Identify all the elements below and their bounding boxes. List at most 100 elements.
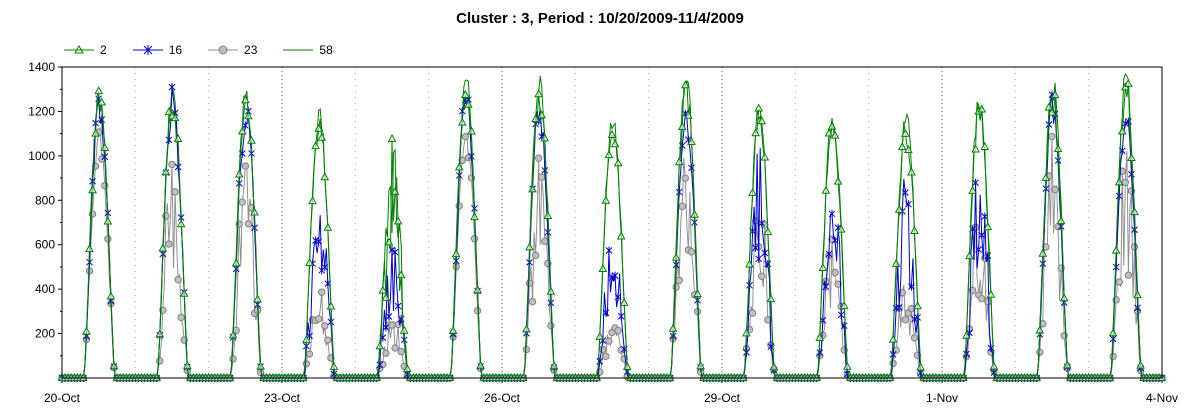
data-point (165, 135, 173, 144)
data-point (828, 209, 836, 218)
data-point (326, 301, 336, 310)
data-point (1115, 191, 1123, 200)
data-point (885, 372, 895, 381)
data-point (393, 216, 403, 225)
data-point (975, 245, 983, 254)
data-point (451, 249, 461, 258)
data-point (164, 107, 174, 116)
data-point (540, 133, 550, 142)
data-point (696, 361, 705, 370)
data-point (1124, 78, 1133, 87)
data-point (894, 204, 904, 213)
data-point (1056, 216, 1066, 225)
data-point (743, 348, 750, 357)
data-point (314, 123, 324, 132)
data-point (904, 145, 913, 154)
data-point (378, 285, 388, 294)
data-point (396, 270, 406, 279)
data-point (538, 173, 546, 181)
data-point (1053, 143, 1063, 152)
data-point (247, 135, 256, 144)
data-point (984, 251, 992, 260)
data-point (986, 289, 996, 298)
data-point (1109, 352, 1117, 361)
data-point (531, 114, 540, 123)
data-point (602, 352, 610, 361)
data-point (238, 198, 246, 206)
data-point (1128, 170, 1135, 179)
data-point (746, 281, 753, 290)
data-point (320, 172, 330, 181)
data-point (690, 209, 699, 218)
data-point (610, 139, 620, 148)
data-point (812, 372, 822, 381)
data-point (381, 292, 391, 301)
data-point (329, 361, 339, 370)
data-point (605, 246, 613, 255)
data-point (244, 111, 253, 120)
x-tick-label: 26-Oct (484, 391, 521, 405)
data-point (168, 83, 176, 92)
data-point (385, 312, 393, 321)
data-point (549, 361, 559, 370)
data-point (162, 212, 170, 220)
legend-label-2: 2 (100, 43, 107, 57)
data-point (1130, 243, 1139, 251)
data-point (402, 363, 412, 373)
data-point (901, 188, 909, 197)
y-tick-label: 1200 (28, 104, 55, 118)
data-point (382, 323, 390, 332)
data-point (678, 202, 686, 211)
data-point (173, 133, 183, 142)
data-point (305, 350, 314, 358)
data-point (534, 154, 543, 162)
data-point (454, 162, 464, 171)
data-point (891, 258, 901, 267)
data-point (315, 237, 323, 246)
data-point (836, 224, 846, 233)
data-point (742, 328, 751, 337)
data-point (1117, 126, 1127, 135)
data-point (391, 248, 399, 257)
legend-marker-circle-icon (208, 45, 239, 55)
data-point (1114, 177, 1124, 186)
data-point (1121, 178, 1130, 187)
data-point (299, 372, 308, 381)
data-point (391, 344, 399, 352)
data-point (665, 372, 675, 381)
data-point (448, 325, 458, 335)
data-point (327, 317, 335, 326)
data-point (755, 254, 763, 263)
x-tick-label: 4-Nov (1146, 391, 1178, 405)
data-point (842, 361, 852, 370)
data-point (687, 248, 696, 256)
data-point (98, 155, 106, 163)
data-point (321, 322, 329, 330)
data-point (1050, 90, 1060, 99)
data-point (547, 321, 555, 330)
data-point (302, 334, 311, 343)
legend-item-16: 16 (132, 43, 182, 57)
data-point (522, 324, 531, 333)
data-point (831, 268, 839, 277)
data-point (534, 89, 544, 98)
legend-label-23: 23 (244, 43, 258, 57)
data-point (305, 257, 314, 266)
data-point (244, 220, 253, 228)
data-point (613, 158, 623, 167)
data-point (617, 312, 625, 321)
data-point (989, 361, 999, 370)
data-point (100, 142, 110, 151)
data-point (458, 107, 466, 116)
data-point (815, 332, 825, 341)
data-point (901, 316, 910, 324)
data-point (818, 262, 828, 272)
data-point (764, 316, 772, 324)
data-point (174, 162, 182, 171)
data-point (387, 133, 397, 143)
legend-item-58: 58 (283, 43, 333, 57)
data-point (528, 184, 537, 193)
data-point (476, 360, 485, 369)
data-point (965, 251, 974, 260)
legend-item-23: 23 (208, 43, 257, 57)
